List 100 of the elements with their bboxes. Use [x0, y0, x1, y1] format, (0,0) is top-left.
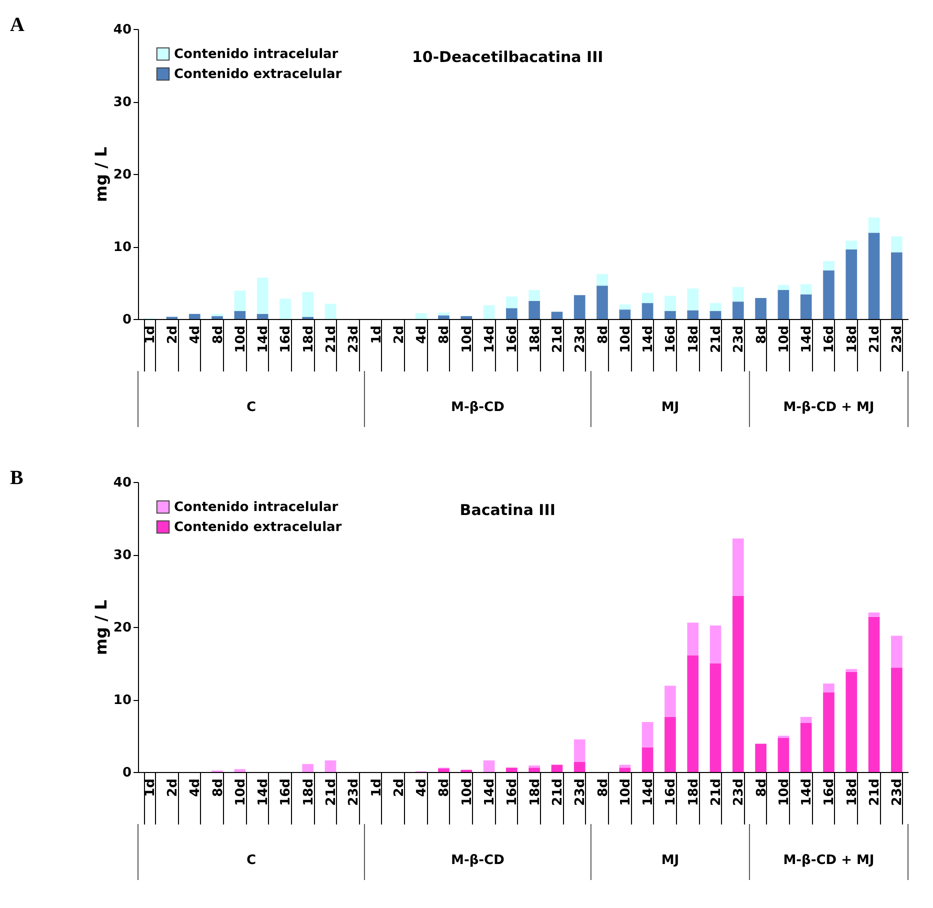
bar: [574, 739, 586, 762]
bar: [438, 312, 450, 316]
x-tick-label: 21d: [868, 778, 883, 806]
bar: [619, 768, 631, 772]
bar: [800, 284, 812, 294]
bar: [800, 294, 812, 319]
bar: [438, 768, 450, 772]
x-tick-label: 23d: [573, 778, 588, 806]
y-tick-label: 40: [113, 476, 132, 490]
x-tick-label: 18d: [686, 778, 702, 806]
text: 10-Deacetilbacatina III: [412, 48, 604, 66]
x-tick-label: 10d: [233, 326, 248, 353]
bar: [642, 747, 654, 772]
text: A: [10, 14, 25, 36]
x-tick-label: 8d: [437, 778, 452, 797]
x-tick-label: 8d: [596, 778, 611, 797]
x-tick-label: 1d: [369, 326, 384, 344]
x-tick-label: 18d: [528, 326, 543, 353]
x-tick-label: 14d: [256, 326, 272, 353]
bar: [710, 626, 722, 664]
x-tick-label: 18d: [301, 778, 316, 806]
text: M-β-CD: [451, 853, 505, 868]
x-tick-label: 4d: [414, 778, 430, 797]
x-tick-label: 14d: [641, 778, 656, 806]
bar: [710, 663, 722, 772]
bar: [324, 304, 336, 319]
y-axis-title: mg / L: [91, 600, 110, 656]
x-tick-label: 16d: [822, 778, 838, 806]
x-tick-label: 16d: [664, 326, 679, 353]
x-tick-label: 10d: [776, 326, 792, 353]
bar: [710, 311, 722, 319]
x-tick-label: 21d: [324, 326, 339, 353]
bar: [596, 274, 608, 286]
x-tick-label: 21d: [709, 778, 724, 806]
bar: [846, 240, 858, 250]
x-tick-label: 10d: [618, 326, 634, 353]
bar: [256, 314, 268, 319]
x-tick-label: 8d: [437, 326, 452, 344]
x-tick-label: 18d: [528, 778, 543, 806]
x-tick-label: 2d: [165, 778, 180, 797]
x-tick-label: 10d: [460, 326, 475, 353]
x-tick-label: 1d: [369, 778, 384, 797]
x-tick-label: 4d: [188, 778, 204, 797]
bar: [823, 261, 834, 270]
bar: [868, 616, 880, 772]
bar: [483, 305, 495, 319]
bar: [415, 313, 427, 319]
y-tick-label: 30: [113, 95, 132, 110]
bar: [188, 314, 200, 319]
bar: [438, 315, 450, 319]
y-axis-title: mg / L: [91, 146, 110, 202]
x-tick-label: 16d: [822, 326, 838, 353]
bar: [664, 296, 676, 312]
bar: [710, 303, 722, 312]
bar: [551, 764, 563, 772]
bar: [891, 252, 902, 319]
bar: [234, 769, 246, 772]
x-tick-label: 4d: [414, 326, 430, 344]
x-tick-label: 8d: [210, 326, 226, 344]
bar: [891, 636, 902, 668]
bar: [528, 300, 540, 319]
x-tick-label: 23d: [890, 778, 906, 806]
bar: [846, 669, 858, 672]
x-tick-label: 10d: [618, 778, 634, 806]
x-tick-label: 8d: [596, 326, 611, 344]
x-tick-label: 23d: [732, 326, 747, 353]
bar: [280, 298, 291, 319]
bar: [778, 284, 790, 290]
bar: [868, 612, 880, 617]
legend-label: Contenido intracelular: [174, 500, 339, 515]
x-tick-label: 10d: [460, 778, 475, 806]
x-tick-label: 10d: [233, 778, 248, 806]
legend-label: Contenido intracelular: [174, 47, 339, 62]
bar: [778, 738, 790, 772]
bar: [619, 310, 631, 319]
bar: [755, 744, 766, 772]
bar: [528, 768, 540, 772]
x-tick-label: 23d: [573, 326, 588, 353]
text: M-β-CD: [451, 400, 505, 415]
y-tick-label: 40: [113, 22, 132, 38]
x-tick-label: 14d: [256, 778, 272, 806]
text: B: [10, 467, 24, 489]
text: M-β-CD + MJ: [783, 853, 874, 868]
x-tick-label: 4d: [188, 326, 204, 344]
x-tick-label: 18d: [686, 326, 702, 353]
bar: [664, 686, 676, 717]
legend-label: Contenido extracelular: [174, 67, 342, 82]
bar: [778, 290, 790, 319]
x-tick-label: 14d: [641, 326, 656, 353]
y-tick-label: 20: [113, 168, 132, 182]
bar: [891, 236, 902, 252]
bar: [212, 314, 223, 316]
bar: [823, 270, 834, 319]
bar: [483, 760, 495, 772]
x-tick-label: 18d: [301, 326, 316, 353]
x-tick-label: 8d: [754, 326, 770, 344]
text: MJ: [661, 853, 680, 868]
bar: [302, 764, 314, 772]
x-tick-label: 2d: [165, 326, 180, 344]
bar: [212, 316, 223, 319]
